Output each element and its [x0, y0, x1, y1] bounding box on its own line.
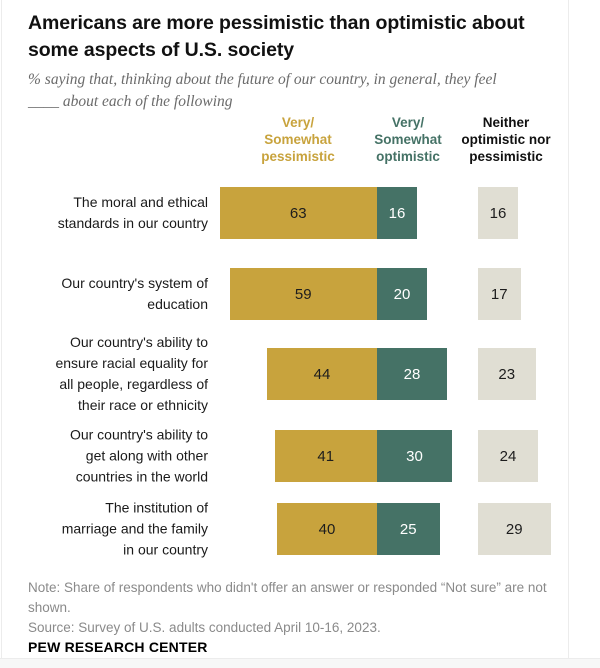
bar-optimistic: 16: [377, 187, 417, 239]
row-label-line: The moral and ethical: [73, 194, 208, 210]
bar-value: 16: [489, 204, 507, 222]
row-label: Our country's ability to get along with o…: [20, 425, 208, 488]
pew-research-center-brand: PEW RESEARCH CENTER: [28, 639, 208, 655]
chart-subtitle-line2: ____ about each of the following: [28, 93, 233, 110]
page-title-line1: Americans are more pessimistic than opti…: [28, 12, 525, 34]
bar-value: 40: [318, 520, 336, 538]
legend-pessimistic-line2: Somewhat: [264, 132, 332, 147]
bar-value: 41: [317, 447, 335, 465]
legend-optimistic-line3: optimistic: [376, 149, 440, 164]
row-label-line: The institution of: [105, 499, 208, 516]
row-label-line: get along with other: [85, 447, 208, 464]
chart-image-right-edge: [568, 0, 569, 658]
bar-pessimistic: 41: [274, 430, 377, 482]
bar-pessimistic: 40: [277, 503, 377, 555]
row-label-line: Our country's ability to: [69, 334, 208, 350]
row-label-line: marriage and the family: [61, 520, 208, 537]
bar-value: 17: [490, 285, 508, 303]
row-label: The institution of marriage and the famil…: [20, 498, 208, 561]
chart-source: Source: Survey of U.S. adults conducted …: [28, 620, 381, 635]
row-label-line: countries in the world: [75, 468, 208, 485]
legend-pessimistic-header: Very/ Somewhat pessimistic: [238, 114, 358, 165]
bar-value: 59: [294, 285, 312, 303]
chart-subtitle: % saying that, thinking about the future…: [28, 69, 568, 113]
row-label-line: ensure racial equality for: [55, 355, 208, 371]
bar-value: 30: [406, 447, 423, 465]
bar-value: 25: [399, 520, 417, 538]
row-label-line: Our country's system of: [61, 275, 208, 291]
row-label-line: Our country's ability to: [69, 426, 208, 443]
bar-value: 20: [393, 285, 411, 303]
legend-neither-line1: Neither: [482, 115, 530, 130]
chart-note: Note: Share of respondents who didn't of…: [28, 580, 547, 615]
legend-neither-line2: optimistic nor: [461, 132, 551, 147]
chart-image-left-edge: [1, 0, 2, 658]
bar-value: 63: [289, 204, 307, 222]
bar-optimistic: 30: [377, 430, 452, 482]
bar-value: 23: [498, 365, 516, 383]
legend-neither-line3: pessimistic: [469, 149, 543, 164]
legend-neither-header: Neither optimistic nor pessimistic: [438, 114, 574, 165]
bar-pessimistic: 44: [267, 348, 377, 400]
neither-box: 16: [478, 187, 518, 239]
legend-optimistic-header: Very/ Somewhat optimistic: [348, 114, 468, 165]
legend-optimistic-line1: Very/: [391, 115, 425, 130]
row-label: Our country's system of education: [20, 273, 208, 315]
page-background-strip: [0, 658, 600, 668]
row-label: The moral and ethical standards in our co…: [20, 192, 208, 234]
bar-value: 44: [313, 365, 331, 383]
bar-optimistic: 25: [377, 503, 440, 555]
bar-optimistic: 28: [377, 348, 447, 400]
bar-optimistic: 20: [377, 268, 427, 320]
row-label-line: their race or ethnicity: [78, 397, 208, 413]
neither-box: 24: [478, 430, 538, 482]
legend-optimistic-line2: Somewhat: [374, 132, 442, 147]
legend-pessimistic-line3: pessimistic: [261, 149, 335, 164]
bar-pessimistic: 59: [229, 268, 377, 320]
row-label-line: standards in our country: [57, 215, 208, 231]
row-label-line: all people, regardless of: [59, 376, 208, 392]
neither-box: 17: [478, 268, 521, 320]
bar-value: 29: [505, 520, 523, 538]
row-label-line: education: [147, 296, 208, 312]
neither-box: 29: [478, 503, 551, 555]
row-label: Our country's ability to ensure racial eq…: [20, 332, 208, 416]
legend-pessimistic-line1: Very/: [281, 115, 315, 130]
bar-value: 28: [403, 365, 421, 383]
bar-pessimistic: 63: [219, 187, 377, 239]
bar-value: 24: [499, 447, 517, 465]
page-title-line2: some aspects of U.S. society: [28, 39, 294, 61]
chart-subtitle-line1: % saying that, thinking about the future…: [28, 71, 497, 88]
neither-box: 23: [478, 348, 536, 400]
row-label-line: in our country: [123, 541, 208, 558]
page-title: Americans are more pessimistic than opti…: [28, 10, 573, 64]
bar-value: 16: [388, 204, 406, 222]
